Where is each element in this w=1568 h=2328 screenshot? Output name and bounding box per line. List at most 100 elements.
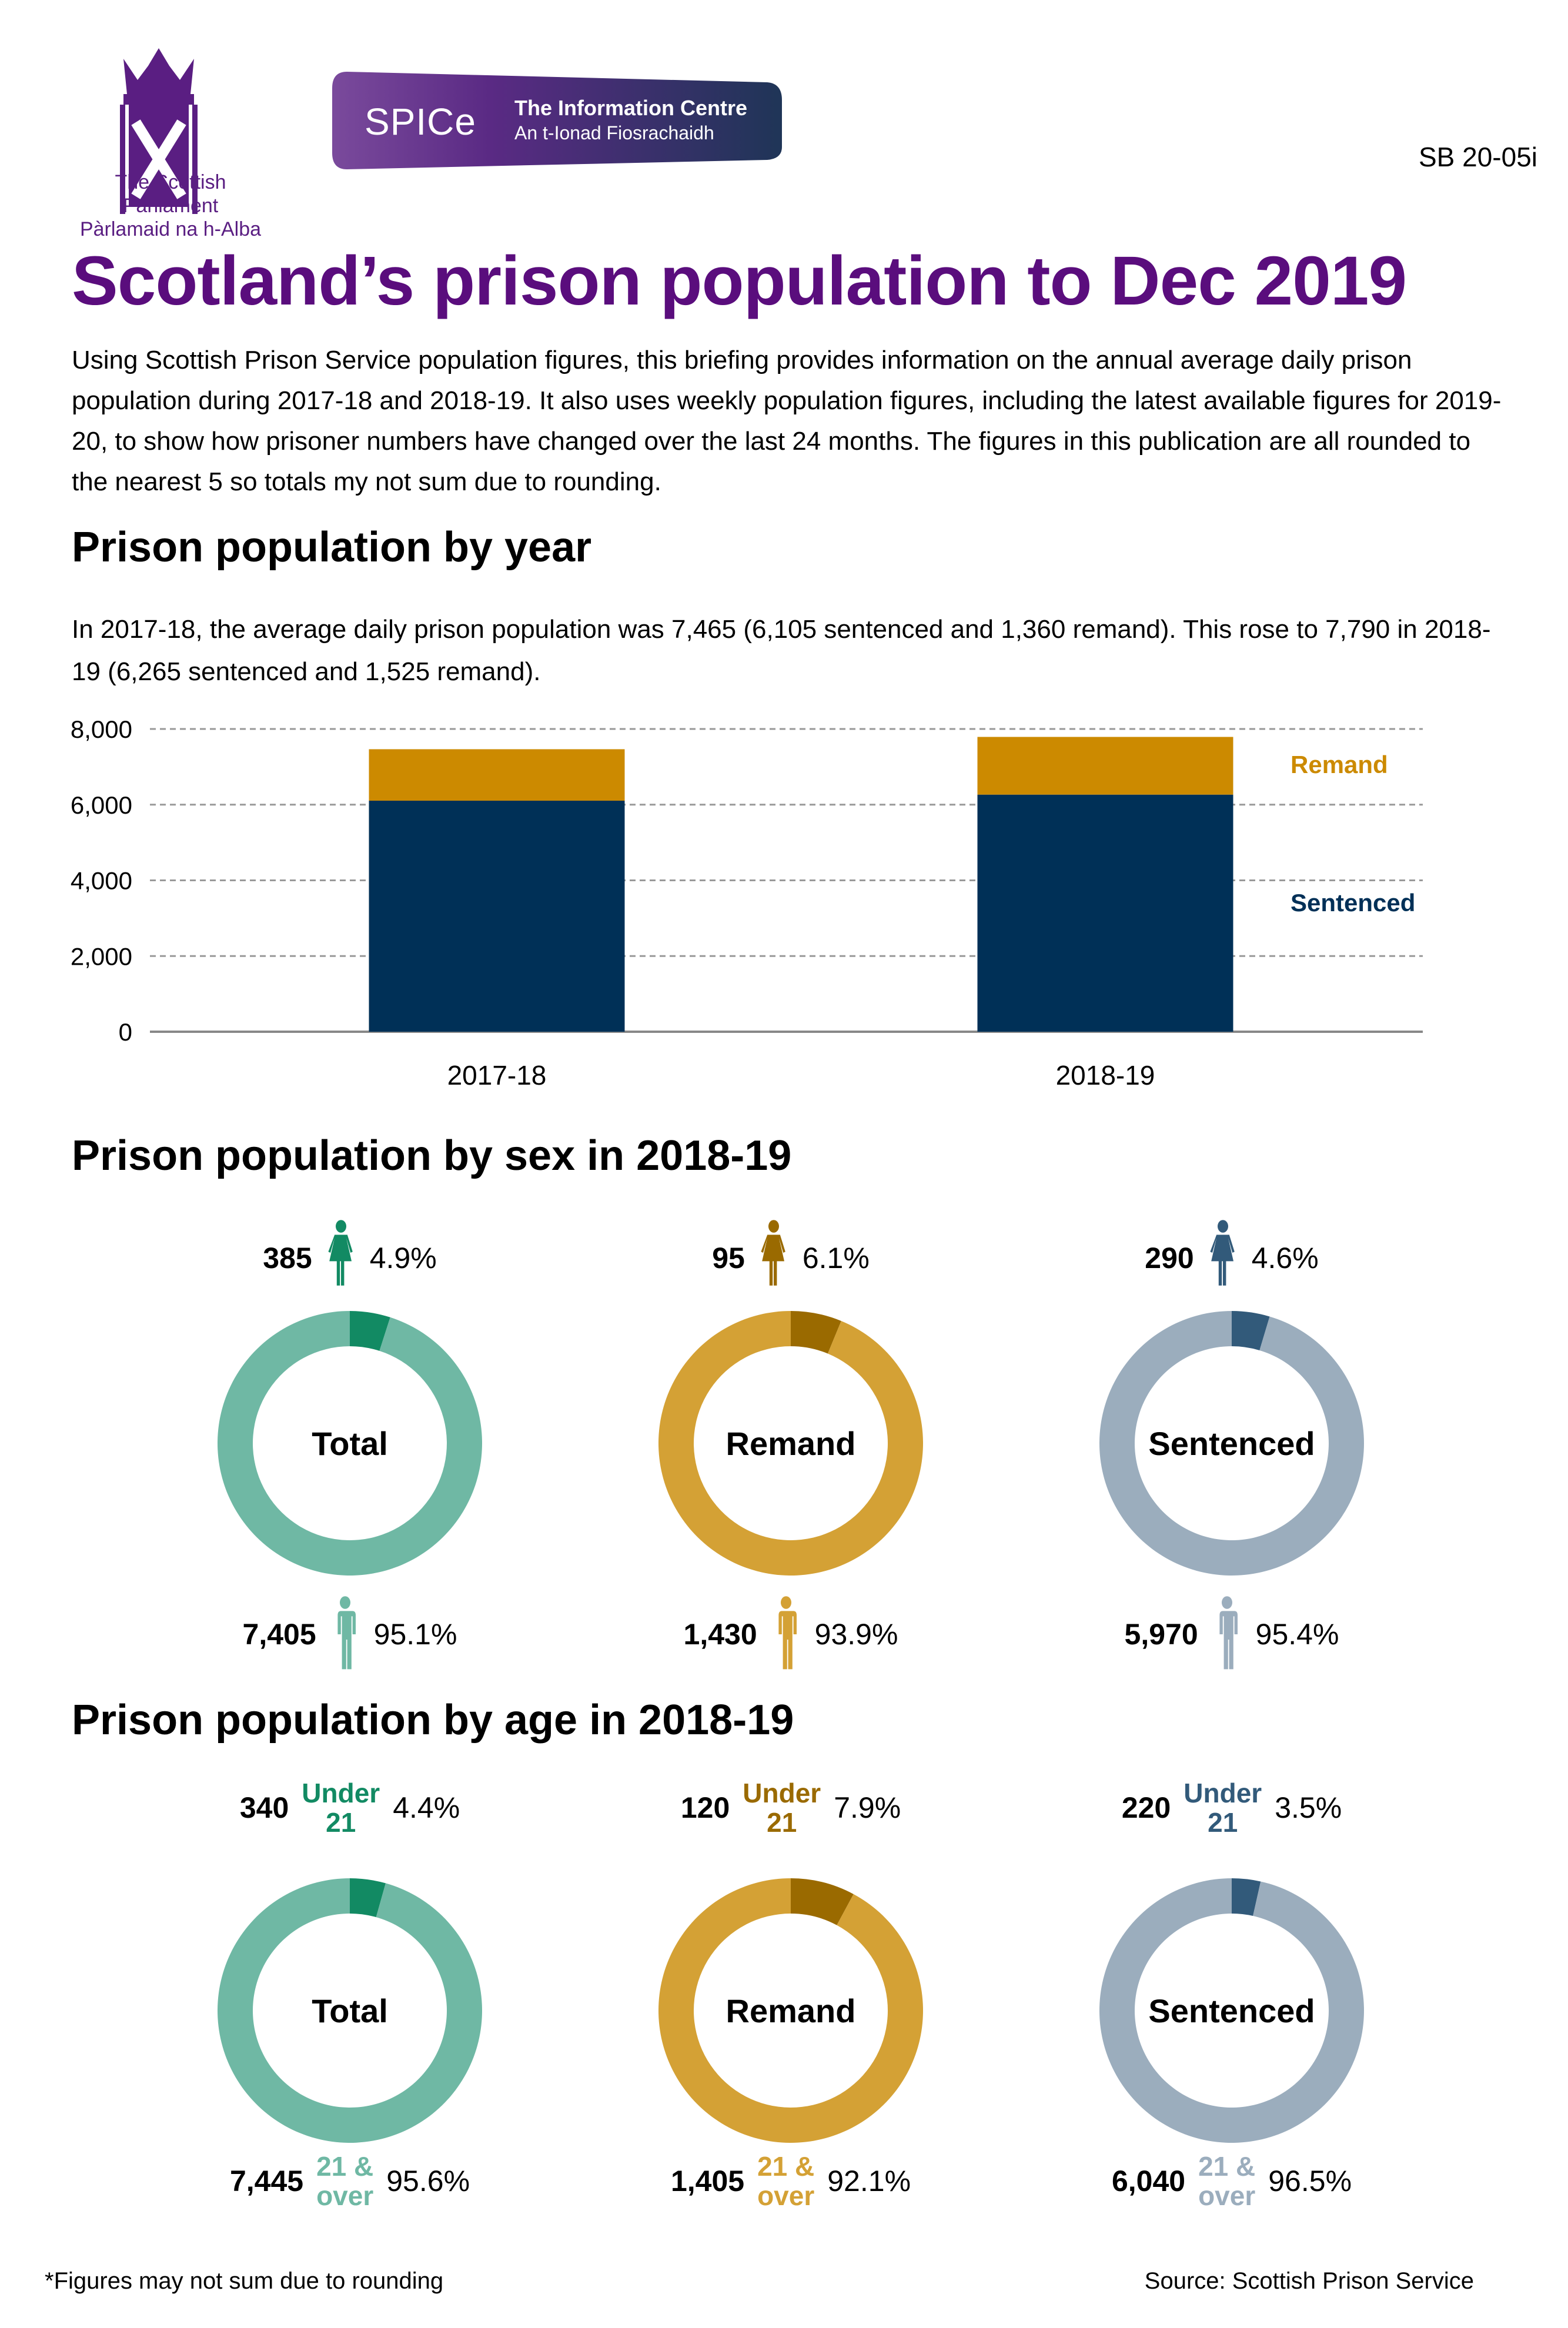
donut-center-label: Remand	[726, 1425, 856, 1462]
over-21-stat-label-line1: 21 &	[1198, 2151, 1256, 2182]
over-21-stat-label: 21 & over	[1198, 2152, 1255, 2210]
under-21-stat-label-line2: 21	[1208, 1807, 1238, 1838]
under-21-stat-label-line1: Under	[302, 1778, 380, 1808]
female-count: 95	[712, 1242, 745, 1275]
donut-center-label: Total	[312, 1992, 388, 2029]
donut-center-label: Sentenced	[1148, 1992, 1315, 2029]
female-icon	[1210, 1220, 1235, 1286]
male-percent: 93.9%	[814, 1618, 898, 1651]
over-21-stat-total: 7,445 21 & over 95.6%	[173, 2152, 526, 2210]
over-21-stat-sentenced: 6,040 21 & over 96.5%	[1055, 2152, 1408, 2210]
rounding-footnote: *Figures may not sum due to rounding	[45, 2268, 444, 2294]
under-21-stat-percent: 3.5%	[1275, 1791, 1342, 1824]
x-tick-label: 2018-19	[1056, 1060, 1155, 1091]
over-21-stat-label-line1: 21 &	[757, 2151, 815, 2182]
over-21-stat-count: 1,405	[670, 2165, 745, 2197]
female-icon	[328, 1220, 353, 1286]
donut-sentenced: Sentenced	[1099, 1311, 1364, 1576]
under-21-stat-count: 120	[680, 1791, 730, 1824]
female-count: 385	[263, 1242, 312, 1275]
by-year-summary: In 2017-18, the average daily prison pop…	[72, 615, 1491, 686]
under-21-stat-percent: 7.9%	[834, 1791, 901, 1824]
male-percent: 95.4%	[1255, 1618, 1339, 1651]
male-stat-sentenced: 5,970 95.4%	[1055, 1596, 1408, 1673]
stacked-bar-chart: 0 2,000 4,000 6,000 8,000 2017-18 2018-19 Sen…	[71, 715, 1423, 1091]
under-21-stat-count: 220	[1121, 1791, 1171, 1824]
legend-label-remand: Remand	[1290, 751, 1388, 778]
male-stat-total: 7,405 95.1%	[173, 1596, 526, 1673]
donut-slice-under-21	[791, 1878, 854, 1925]
female-percent: 4.9%	[369, 1242, 437, 1275]
under-21-stat-label-line2: 21	[767, 1807, 797, 1838]
legend-label-sentenced: Sentenced	[1290, 889, 1415, 917]
spice-title-en: The Information Centre	[514, 96, 748, 120]
male-count: 1,430	[683, 1618, 757, 1651]
spice-acronym: SPICe	[365, 101, 476, 143]
section-heading-by-age: Prison population by age in 2018-19	[72, 1697, 794, 1744]
male-count: 5,970	[1124, 1618, 1198, 1651]
bar-remand-2018-19	[977, 737, 1233, 795]
over-21-stat-percent: 96.5%	[1268, 2165, 1352, 2197]
over-21-stat-label-line2: over	[1198, 2180, 1256, 2211]
donut-slice-under-21	[350, 1878, 386, 1918]
section-heading-by-year: Prison population by year	[72, 524, 592, 571]
male-icon	[337, 1596, 356, 1670]
y-tick-label: 6,000	[71, 791, 132, 819]
male-icon	[778, 1596, 797, 1670]
donut-slice-under-21	[1232, 1878, 1261, 1916]
female-stat-total: 385 4.9%	[173, 1220, 526, 1296]
male-icon	[1219, 1596, 1238, 1670]
bar-remand-2017-18	[369, 749, 625, 801]
female-count: 290	[1145, 1242, 1194, 1275]
y-tick-label: 0	[119, 1018, 132, 1046]
female-stat-remand: 95 6.1%	[614, 1220, 967, 1296]
parliament-name-en: The Scottish Parliament	[115, 171, 226, 217]
section-heading-by-sex: Prison population by sex in 2018-19	[72, 1132, 792, 1179]
donut-total: Total	[217, 1311, 482, 1576]
x-tick-label: 2017-18	[447, 1060, 547, 1091]
over-21-stat-percent: 95.6%	[386, 2165, 470, 2197]
male-stat-remand: 1,430 93.9%	[614, 1596, 967, 1673]
source-note: Source: Scottish Prison Service	[1144, 2268, 1474, 2294]
under-21-stat-count: 340	[239, 1791, 289, 1824]
over-21-stat-label: 21 & over	[757, 2152, 814, 2210]
spice-title-gd: An t-Ionad Fiosrachaidh	[514, 122, 714, 143]
under-21-stat-label-line1: Under	[1183, 1778, 1262, 1808]
over-21-stat-label-line1: 21 &	[316, 2151, 374, 2182]
y-tick-label: 2,000	[71, 942, 132, 970]
over-21-stat-label-line2: over	[757, 2180, 815, 2211]
donut-remand: Remand	[658, 1311, 923, 1576]
male-count: 7,405	[242, 1618, 316, 1651]
parliament-name-gd: Pàrlamaid na h-Alba	[79, 218, 262, 240]
under-21-stat-remand: 120 Under 21 7.9%	[614, 1778, 967, 1837]
donut-slice-female	[1232, 1311, 1270, 1350]
over-21-stat-label-line2: over	[316, 2180, 374, 2211]
female-stat-sentenced: 290 4.6%	[1055, 1220, 1408, 1296]
over-21-stat-count: 6,040	[1111, 2165, 1186, 2197]
bar-sentenced-2018-19	[977, 794, 1233, 1032]
page-title: Scotland’s prison population to Dec 2019	[72, 242, 1407, 320]
donut-sentenced: Sentenced	[1099, 1878, 1364, 2143]
under-21-stat-label: Under 21	[743, 1778, 821, 1837]
over-21-stat-percent: 92.1%	[827, 2165, 911, 2197]
intro-paragraph: Using Scottish Prison Service population…	[72, 346, 1502, 496]
under-21-stat-sentenced: 220 Under 21 3.5%	[1055, 1778, 1408, 1837]
donut-center-label: Total	[312, 1425, 388, 1462]
over-21-stat-label: 21 & over	[316, 2152, 373, 2210]
y-tick-label: 4,000	[71, 867, 132, 895]
parliament-name: The Scottish Parliament Pàrlamaid na h-A…	[65, 170, 276, 241]
donut-total: Total	[218, 1878, 482, 2143]
donut-remand: Remand	[658, 1878, 923, 2143]
over-21-stat-count: 7,445	[229, 2165, 304, 2197]
under-21-stat-label: Under 21	[1183, 1778, 1262, 1837]
male-percent: 95.1%	[373, 1618, 457, 1651]
under-21-stat-label: Under 21	[302, 1778, 380, 1837]
under-21-stat-label-line2: 21	[326, 1807, 356, 1838]
y-tick-label: 8,000	[71, 715, 132, 743]
spice-banner	[332, 72, 782, 169]
donut-slice-female	[350, 1311, 390, 1351]
female-percent: 6.1%	[802, 1242, 870, 1275]
female-percent: 4.6%	[1251, 1242, 1319, 1275]
under-21-stat-label-line1: Under	[743, 1778, 821, 1808]
bar-sentenced-2017-18	[369, 800, 625, 1032]
